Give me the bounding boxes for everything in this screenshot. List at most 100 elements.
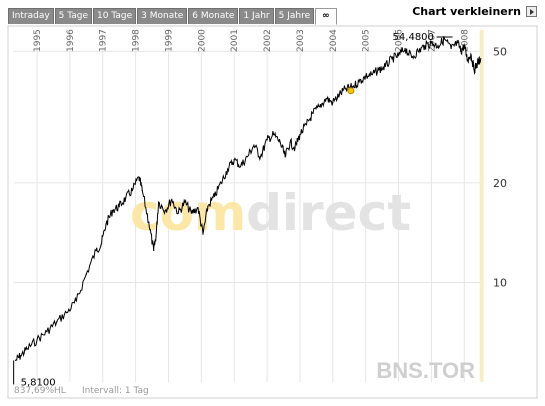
- data-point: [430, 42, 432, 44]
- data-point: [279, 141, 281, 144]
- data-point: [470, 53, 472, 55]
- data-point: [358, 81, 360, 83]
- shrink-chart-label[interactable]: Chart verkleinern: [412, 5, 521, 18]
- data-point: [100, 244, 102, 246]
- data-point: [266, 139, 268, 141]
- data-point: [437, 45, 439, 47]
- data-point: [164, 209, 166, 212]
- x-axis-labels: 1995 1996 1997 1998 1999 2000 2001 2002 2003 2004…: [33, 29, 470, 52]
- data-point: [95, 249, 97, 251]
- data-point: [125, 197, 127, 199]
- tab-1[interactable]: 5 Tage: [54, 8, 93, 24]
- shrink-chart-control[interactable]: Chart verkleinern: [412, 5, 537, 18]
- data-point: [253, 144, 255, 146]
- data-point: [476, 62, 478, 64]
- price-line: [15, 36, 482, 361]
- plot-frame: [7, 25, 538, 399]
- data-point: [289, 141, 291, 144]
- data-point: [26, 348, 28, 350]
- tab-6[interactable]: 5 Jahre: [274, 8, 315, 24]
- y-tick-label: 20: [493, 177, 507, 190]
- data-point: [473, 69, 475, 71]
- tab-5[interactable]: 1 Jahr: [239, 8, 274, 24]
- data-point: [259, 156, 262, 158]
- x-tick-label: 2001: [230, 29, 240, 52]
- watermark-com: com: [130, 184, 246, 242]
- arrow-right-icon: [530, 8, 534, 15]
- today-band: [479, 30, 484, 382]
- data-point: [184, 201, 186, 203]
- data-point: [371, 74, 373, 76]
- data-point: [345, 88, 347, 90]
- tab-7[interactable]: ∞: [315, 8, 337, 25]
- data-point: [467, 59, 469, 61]
- data-point: [404, 47, 406, 50]
- data-point: [197, 207, 199, 209]
- event-marker-icon[interactable]: [347, 87, 355, 95]
- x-tick-label: 2002: [263, 29, 273, 52]
- data-point: [207, 205, 209, 207]
- data-point: [460, 50, 462, 52]
- data-point: [294, 147, 296, 149]
- data-point: [15, 359, 17, 361]
- data-point: [213, 195, 216, 198]
- data-point: [378, 69, 380, 71]
- symbol-label: BNS.TOR: [376, 358, 475, 383]
- x-tick-label: 2008: [460, 29, 470, 52]
- low-marker-label: 5,8100: [21, 377, 56, 388]
- data-point: [105, 223, 107, 225]
- data-point: [424, 45, 426, 47]
- x-tick-label: 2004: [329, 29, 339, 52]
- tab-4[interactable]: 6 Monate: [188, 8, 239, 24]
- data-point: [480, 58, 482, 60]
- data-point: [397, 55, 400, 57]
- data-point: [202, 233, 204, 235]
- data-point: [391, 58, 393, 60]
- data-point: [365, 75, 367, 77]
- data-point: [118, 205, 120, 207]
- data-point: [457, 42, 459, 44]
- x-tick-label: 2007: [427, 29, 437, 52]
- y-axis-labels: 10 20 50: [493, 45, 507, 289]
- data-point: [444, 38, 446, 40]
- watermark-logo: comdirect: [130, 184, 411, 242]
- data-point: [299, 134, 301, 136]
- tab-2[interactable]: 10 Tage: [93, 8, 137, 24]
- data-point: [138, 176, 140, 178]
- data-point: [190, 212, 193, 214]
- data-point: [148, 221, 150, 223]
- data-point: [273, 134, 275, 136]
- data-point: [284, 156, 286, 158]
- watermark-direct: direct: [246, 184, 411, 242]
- shrink-chart-button[interactable]: [526, 6, 537, 17]
- data-point: [36, 339, 38, 341]
- x-tick-label: 2000: [197, 29, 207, 52]
- tab-3[interactable]: 3 Monate: [137, 8, 188, 24]
- data-point: [75, 300, 77, 302]
- data-point: [325, 97, 327, 100]
- x-tick-label: 2006: [395, 29, 405, 52]
- data-point: [171, 199, 173, 201]
- watermark: comdirect: [130, 184, 411, 242]
- x-tick-label: 1998: [132, 29, 142, 52]
- high-marker-label: 54,4800: [393, 32, 434, 43]
- tab-0[interactable]: Intraday: [8, 8, 54, 24]
- x-tick-label: 1999: [164, 29, 174, 52]
- x-tick-label: 1997: [99, 29, 109, 52]
- data-point: [227, 168, 229, 170]
- y-tick-label: 50: [493, 45, 507, 58]
- data-point: [411, 56, 413, 58]
- data-point: [450, 47, 452, 50]
- data-point: [332, 101, 334, 104]
- data-point: [85, 273, 87, 275]
- interval-label: Intervall: 1 Tag: [82, 386, 149, 396]
- data-point: [305, 124, 308, 126]
- timeframe-tabs: Intraday 5 Tage 10 Tage 3 Monate 6 Monate 1 J…: [8, 8, 338, 25]
- data-point: [463, 45, 465, 47]
- data-point: [112, 209, 114, 212]
- data-point: [319, 106, 321, 108]
- data-point: [131, 189, 133, 191]
- data-points: [15, 38, 482, 361]
- data-point: [240, 165, 242, 167]
